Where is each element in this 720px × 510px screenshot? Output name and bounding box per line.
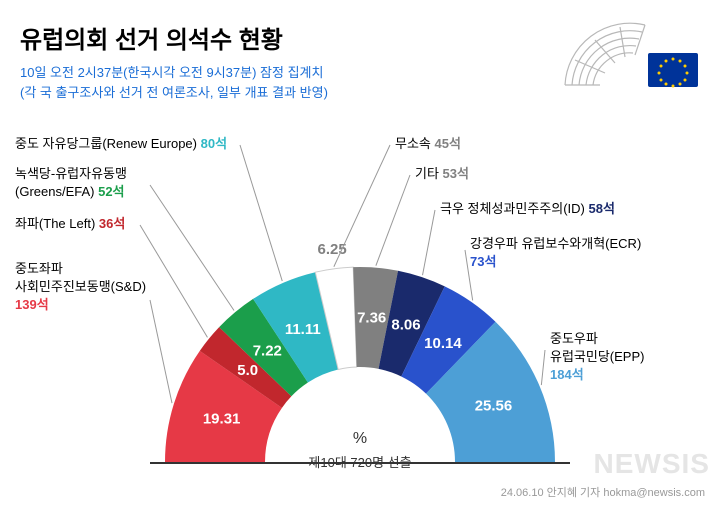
label-renew: 중도 자유당그룹(Renew Europe) 80석 — [15, 135, 227, 153]
slice-ni — [315, 267, 356, 369]
label-other: 기타 53석 — [415, 165, 469, 183]
label-id: 극우 정체성과민주주의(ID) 58석 — [440, 200, 615, 218]
eu-parliament-logo — [560, 15, 700, 105]
leader-renew — [240, 145, 282, 281]
pct-ni: 6.25 — [318, 241, 347, 258]
credit-line: 24.06.10 안지혜 기자 hokma@newsis.com — [501, 484, 705, 500]
slice-left — [200, 327, 292, 408]
leader-epp — [541, 350, 545, 385]
pct-greens: 7.22 — [253, 343, 282, 360]
leader-sd — [150, 300, 172, 403]
pct-id: 8.06 — [391, 316, 420, 333]
label-ni: 무소속 45석 — [395, 135, 461, 153]
percent-symbol: % — [308, 430, 411, 448]
pct-left: 5.0 — [237, 362, 258, 379]
pct-epp: 25.56 — [475, 397, 513, 414]
label-sd: 중도좌파 사회민주진보동맹(S&D) 139석 — [15, 260, 146, 315]
leader-ni — [334, 145, 390, 267]
pct-ecr: 10.14 — [424, 335, 462, 352]
slice-renew — [253, 272, 338, 382]
slice-greens — [219, 299, 308, 396]
slice-ecr — [401, 286, 495, 393]
slice-epp — [426, 322, 555, 462]
slice-other — [353, 267, 398, 369]
pct-other: 7.36 — [357, 309, 386, 326]
label-left: 좌파(The Left) 36석 — [15, 215, 125, 233]
chart-baseline — [150, 462, 570, 464]
chart-center-label: % 제10대 720명 선출 — [308, 430, 411, 490]
slice-id — [379, 271, 445, 377]
watermark: NEWSIS — [594, 448, 710, 480]
pct-renew: 11.11 — [285, 321, 321, 338]
slice-sd — [165, 351, 282, 462]
leader-greens — [150, 185, 234, 311]
leader-other — [376, 175, 410, 266]
label-epp: 중도우파 유럽국민당(EPP) 184석 — [550, 330, 644, 385]
label-ecr: 강경우파 유럽보수와개혁(ECR) 73석 — [470, 235, 641, 271]
leader-left — [140, 225, 207, 337]
label-greens: 녹색당-유럽자유동맹 (Greens/EFA) 52석 — [15, 165, 127, 201]
leader-id — [423, 210, 435, 275]
pct-sd: 19.31 — [203, 411, 241, 428]
